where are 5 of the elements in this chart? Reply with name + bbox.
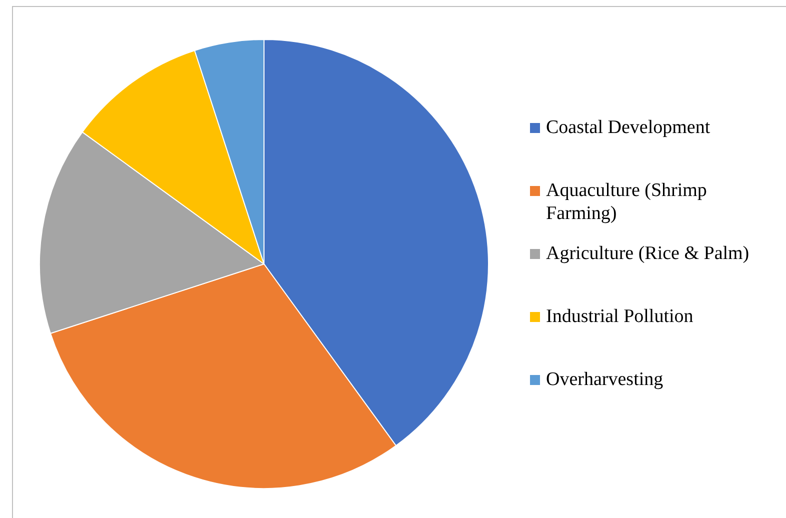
legend-label: Agriculture (Rice & Palm) <box>546 242 750 265</box>
legend-label: Coastal Development <box>546 116 710 139</box>
legend-label: Industrial Pollution <box>546 305 694 328</box>
legend-label: Overharvesting <box>546 368 664 391</box>
legend-label: Aquaculture (Shrimp Farming) <box>546 179 708 225</box>
